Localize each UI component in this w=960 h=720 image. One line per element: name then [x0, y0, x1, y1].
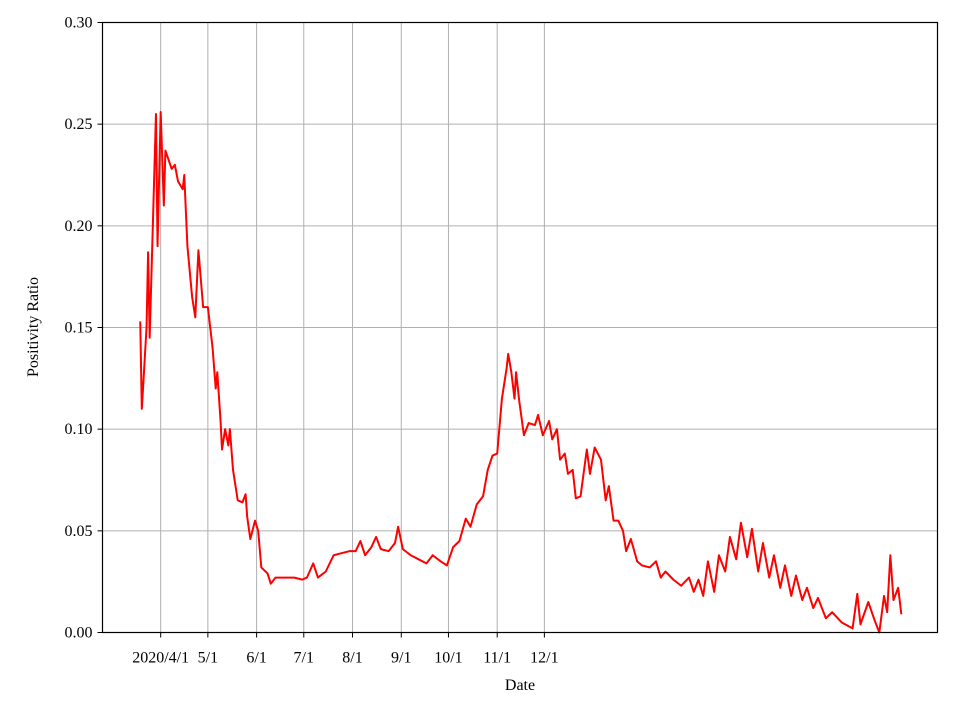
x-tick-label: 8/1: [342, 650, 362, 667]
x-tick-label: 11/1: [483, 650, 511, 667]
ticks: 0.00 0.05 0.10 0.15 0.20 0.25 0.30 2020/4/1 5/1 6…: [65, 15, 559, 667]
x-tick-label: 9/1: [391, 650, 411, 667]
x-tick-label: 12/1: [530, 650, 558, 667]
y-tick-label: 0.30: [65, 15, 93, 32]
grid: [102, 22, 938, 633]
y-tick-label: 0.25: [65, 116, 93, 133]
plot: [139, 110, 903, 634]
y-tick-label: 0.05: [65, 523, 93, 540]
x-tick-label: 6/1: [246, 650, 266, 667]
data-line: [139, 110, 903, 634]
x-tick-label: 10/1: [434, 650, 462, 667]
y-tick-label: 0.10: [65, 421, 93, 438]
x-tick-label: 5/1: [198, 650, 218, 667]
y-tick-label: 0.20: [65, 218, 93, 235]
y-tick-label: 0.15: [65, 320, 93, 337]
x-tick-label: 7/1: [294, 650, 314, 667]
y-axis-label: Positivity Ratio: [25, 277, 42, 377]
x-tick-label: 2020/4/1: [132, 650, 189, 667]
x-axis-label: Date: [505, 677, 535, 694]
y-tick-label: 0.00: [65, 625, 93, 642]
